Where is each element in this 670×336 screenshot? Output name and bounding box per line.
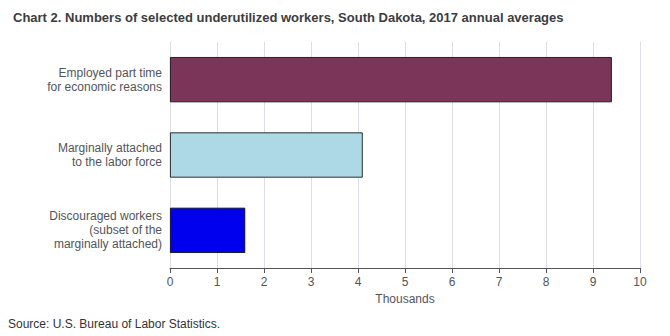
svg-text:3: 3 xyxy=(308,275,315,289)
svg-text:Chart 2. Numbers of selected u: Chart 2. Numbers of selected underutiliz… xyxy=(13,10,564,25)
svg-text:1: 1 xyxy=(214,275,221,289)
svg-text:5: 5 xyxy=(402,275,409,289)
svg-text:(subset of the: (subset of the xyxy=(89,223,162,237)
svg-text:9: 9 xyxy=(590,275,597,289)
svg-text:Employed part time: Employed part time xyxy=(59,66,163,80)
svg-text:Discouraged workers: Discouraged workers xyxy=(49,209,162,223)
svg-text:10: 10 xyxy=(633,275,647,289)
svg-text:2: 2 xyxy=(261,275,268,289)
svg-text:Thousands: Thousands xyxy=(375,292,434,306)
svg-text:7: 7 xyxy=(496,275,503,289)
svg-text:6: 6 xyxy=(449,275,456,289)
svg-text:4: 4 xyxy=(355,275,362,289)
svg-text:8: 8 xyxy=(543,275,550,289)
svg-text:to the labor force: to the labor force xyxy=(72,155,162,169)
svg-text:Marginally attached: Marginally attached xyxy=(58,141,162,155)
svg-text:for economic reasons: for economic reasons xyxy=(47,80,162,94)
svg-text:0: 0 xyxy=(167,275,174,289)
svg-text:Source: U.S. Bureau of Labor S: Source: U.S. Bureau of Labor Statistics. xyxy=(8,317,220,331)
svg-text:marginally attached): marginally attached) xyxy=(54,237,162,251)
